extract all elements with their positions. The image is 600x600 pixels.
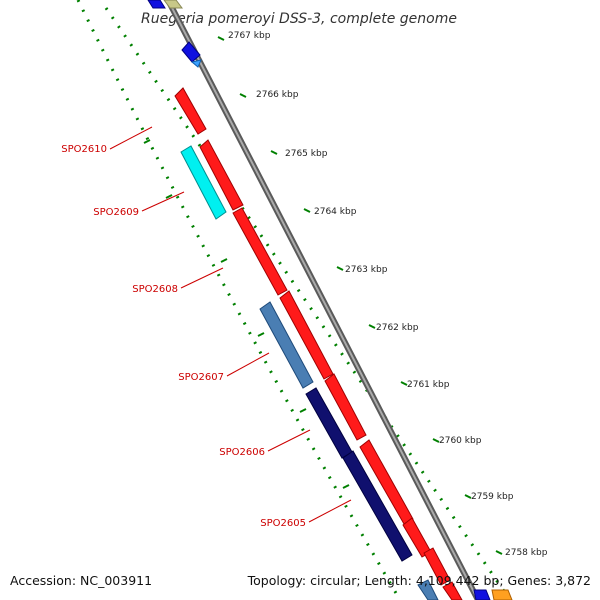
ruler-label: 2767 kbp	[228, 31, 271, 41]
gene-feature-reverse[interactable]	[147, 0, 166, 9]
inner-tick	[165, 194, 173, 199]
gene-feature-reverse[interactable]	[163, 0, 183, 9]
gene-feature-reverse[interactable]	[342, 450, 413, 562]
gene-feature-forward[interactable]	[232, 207, 288, 296]
gene-label[interactable]: SPO2609	[93, 207, 139, 218]
gene-label[interactable]: SPO2608	[132, 284, 178, 295]
ruler-tick	[239, 93, 247, 98]
ruler-tick	[400, 381, 408, 386]
ruler-tick	[432, 438, 440, 443]
inner-tick	[342, 484, 350, 489]
gene-feature-reverse[interactable]	[190, 59, 202, 68]
ruler-tick	[368, 324, 376, 329]
gene-feature-reverse[interactable]	[417, 579, 439, 600]
ruler-label: 2764 kbp	[314, 207, 357, 217]
ruler-tick	[464, 494, 472, 499]
gene-feature-forward[interactable]	[442, 581, 463, 600]
gene-feature-forward[interactable]	[423, 547, 451, 586]
ruler-tick	[217, 36, 225, 41]
ruler-label: 2758 kbp	[505, 548, 548, 558]
inner-tick	[220, 258, 228, 263]
gene-label[interactable]: SPO2606	[219, 447, 265, 458]
leader-line	[109, 126, 153, 150]
gene-feature-forward[interactable]	[174, 87, 207, 135]
forward-strand-features	[174, 87, 463, 600]
ruler-ticks	[217, 36, 503, 555]
gene-label[interactable]: SPO2610	[61, 144, 107, 155]
gene-feature-forward[interactable]	[199, 139, 244, 211]
ruler-tick	[336, 266, 344, 271]
ruler-label: 2763 kbp	[345, 265, 388, 275]
reverse-strand-features	[147, 0, 513, 600]
inner-ticks	[143, 139, 350, 489]
gene-feature-reverse[interactable]	[181, 41, 201, 63]
gene-feature-reverse[interactable]	[180, 145, 227, 220]
gene-feature-forward[interactable]	[324, 373, 367, 441]
gene-label[interactable]: SPO2605	[260, 518, 306, 529]
ruler-label: 2760 kbp	[439, 436, 482, 446]
ruler-label: 2761 kbp	[407, 380, 450, 390]
ruler-label: 2762 kbp	[376, 323, 419, 333]
leader-line	[180, 267, 224, 289]
ruler-tick	[303, 208, 311, 213]
ruler-label: 2759 kbp	[471, 492, 514, 502]
gene-labels: SPO2610 SPO2609 SPO2608 SPO2607 SPO2606 …	[61, 126, 352, 529]
gene-feature-forward[interactable]	[279, 290, 334, 380]
inner-tick	[257, 332, 265, 337]
ruler-label: 2766 kbp	[256, 90, 299, 100]
gene-label[interactable]: SPO2607	[178, 372, 224, 383]
genome-summary-text: Topology: circular; Length: 4,109,442 bp…	[247, 573, 591, 588]
inner-tick	[299, 408, 307, 413]
leader-line	[141, 191, 185, 212]
leader-line	[226, 352, 270, 377]
ruler-label: 2765 kbp	[285, 149, 328, 159]
accession-text: Accession: NC_003911	[10, 573, 153, 588]
gene-feature-reverse[interactable]	[491, 589, 513, 600]
leader-line	[308, 499, 352, 523]
ruler-labels: 2767 kbp 2766 kbp 2765 kbp 2764 kbp 2763…	[228, 31, 548, 558]
ruler-tick	[270, 150, 278, 155]
inner-tick	[143, 139, 151, 144]
leader-line	[267, 429, 311, 452]
map-title: Ruegeria pomeroyi DSS-3, complete genome	[141, 11, 457, 27]
outer-tick-arc	[104, 7, 512, 600]
genome-backbone	[165, 0, 481, 600]
gene-feature-reverse[interactable]	[259, 301, 314, 389]
gene-feature-reverse[interactable]	[473, 589, 491, 600]
ruler-tick	[495, 550, 503, 555]
inner-tick-arc	[76, 0, 402, 600]
